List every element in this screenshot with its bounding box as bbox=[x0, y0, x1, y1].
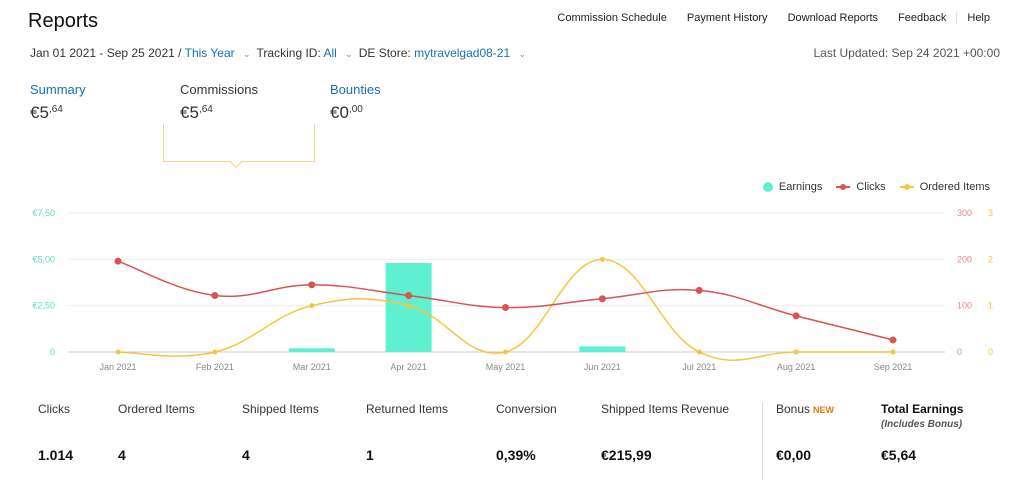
tab-commissions[interactable]: Commissions €5,64 bbox=[180, 82, 258, 123]
store-value: mytravelgad08-21 bbox=[414, 46, 511, 60]
stat-conversion: Conversion 0,39% bbox=[496, 402, 557, 463]
ordered-swatch bbox=[899, 183, 914, 191]
report-filters: Jan 01 2021 - Sep 25 2021 / This Year ⌄ … bbox=[30, 46, 532, 60]
y-right-clicks-tick: 0 bbox=[957, 347, 962, 357]
download-reports-link[interactable]: Download Reports bbox=[787, 12, 879, 24]
y-left-tick: €2,50 bbox=[32, 301, 55, 311]
earnings-bar bbox=[579, 346, 626, 352]
period-text: This Year bbox=[184, 46, 235, 60]
ordered-items-point bbox=[599, 256, 605, 262]
payment-history-link[interactable]: Payment History bbox=[686, 12, 768, 24]
tab-summary-label: Summary bbox=[30, 82, 86, 97]
y-right-clicks-tick: 100 bbox=[957, 301, 972, 311]
ordered-items-point bbox=[793, 349, 799, 355]
x-tick-label: Jun 2021 bbox=[584, 362, 621, 372]
last-updated: Last Updated: Sep 24 2021 +00:00 bbox=[813, 46, 1001, 60]
x-tick-label: Aug 2021 bbox=[777, 362, 816, 372]
date-range-text: Jan 01 2021 - Sep 25 2021 bbox=[30, 46, 175, 60]
x-tick-label: Mar 2021 bbox=[293, 362, 331, 372]
clicks-swatch bbox=[836, 183, 851, 191]
y-right-ordered-tick: 2 bbox=[988, 254, 993, 264]
stats-summary: Clicks 1.014 Ordered Items 4 Shipped Items… bbox=[0, 402, 1020, 487]
stats-divider bbox=[762, 402, 763, 480]
y-right-ordered-tick: 0 bbox=[988, 347, 993, 357]
bounties-amount: €0,00 bbox=[330, 103, 363, 122]
clicks-point bbox=[405, 291, 413, 299]
ordered-items-point bbox=[696, 349, 702, 355]
x-tick-label: Apr 2021 bbox=[390, 362, 427, 372]
y-left-tick: €5,00 bbox=[32, 254, 55, 264]
x-tick-label: May 2021 bbox=[486, 362, 526, 372]
ordered-items-point bbox=[503, 349, 508, 355]
x-tick-label: Sep 2021 bbox=[874, 362, 913, 372]
earnings-chart: €7,50 €5,00 €2,50 0 300 200 100 0 3 2 1 0 Jan 2021 Fe… bbox=[32, 208, 993, 372]
stat-total-earnings: Total Earnings (Includes Bonus) €5,64 bbox=[881, 402, 964, 463]
help-link[interactable]: Help bbox=[956, 12, 1000, 24]
feedback-link[interactable]: Feedback bbox=[898, 12, 947, 24]
page-title: Reports bbox=[28, 10, 99, 32]
tab-commissions-label: Commissions bbox=[180, 82, 259, 97]
summary-amount: €5,64 bbox=[30, 103, 63, 122]
commissions-amount: €5,64 bbox=[180, 103, 213, 122]
tracking-id-label: Tracking ID: bbox=[256, 46, 321, 60]
stat-returned-items: Returned Items 1 bbox=[366, 402, 449, 463]
y-left-tick: 0 bbox=[50, 347, 55, 357]
tab-summary[interactable]: Summary €5,64 bbox=[30, 82, 86, 123]
clicks-point bbox=[114, 257, 122, 265]
top-navigation: Commission Schedule Payment History Down… bbox=[547, 12, 1000, 24]
chevron-down-icon: ⌄ bbox=[345, 49, 353, 59]
new-badge: NEW bbox=[813, 405, 835, 415]
tracking-id-dropdown[interactable]: Tracking ID: All ⌄ bbox=[257, 46, 359, 60]
date-range-slash: / bbox=[178, 46, 182, 60]
x-tick-label: Feb 2021 bbox=[196, 362, 234, 372]
ordered-items-point bbox=[890, 349, 896, 355]
tab-bounties-label: Bounties bbox=[330, 82, 381, 97]
chevron-down-icon: ⌄ bbox=[243, 49, 251, 59]
stat-clicks: Clicks 1.014 bbox=[38, 402, 74, 463]
clicks-point bbox=[695, 286, 703, 294]
tracking-id-value: All bbox=[323, 46, 337, 60]
ordered-items-line bbox=[117, 258, 893, 361]
y-right-ordered-tick: 1 bbox=[988, 301, 993, 311]
ordered-items-point bbox=[406, 303, 412, 309]
clicks-line bbox=[117, 260, 894, 341]
clicks-point bbox=[889, 336, 897, 344]
y-left-tick: €7,50 bbox=[32, 208, 55, 218]
legend-ordered-items[interactable]: Ordered Items bbox=[899, 181, 990, 193]
stat-bonus: Bonus NEW €0,00 bbox=[776, 402, 835, 463]
x-tick-label: Jan 2021 bbox=[99, 362, 136, 372]
ordered-items-point bbox=[309, 303, 315, 309]
stat-ordered-items: Ordered Items 4 bbox=[118, 402, 195, 463]
store-label: DE Store: bbox=[358, 46, 411, 60]
store-dropdown[interactable]: DE Store: mytravelgad08-21 ⌄ bbox=[359, 46, 532, 60]
chevron-down-icon: ⌄ bbox=[518, 49, 527, 59]
commission-schedule-link[interactable]: Commission Schedule bbox=[557, 12, 667, 24]
clicks-point bbox=[792, 312, 800, 320]
y-right-ordered-tick: 3 bbox=[988, 208, 993, 218]
legend-earnings[interactable]: Earnings bbox=[762, 181, 822, 193]
x-tick-label: Jul 2021 bbox=[682, 362, 716, 372]
clicks-point bbox=[502, 304, 509, 312]
y-right-clicks-tick: 200 bbox=[957, 254, 972, 264]
clicks-point bbox=[211, 291, 219, 299]
legend-clicks[interactable]: Clicks bbox=[836, 181, 886, 193]
ordered-items-point bbox=[212, 349, 218, 355]
clicks-point bbox=[308, 281, 316, 289]
stat-shipped-items: Shipped Items 4 bbox=[242, 402, 319, 463]
earnings-bar bbox=[288, 348, 335, 352]
ordered-items-point bbox=[115, 349, 121, 355]
chart-legend: Earnings Clicks Ordered Items bbox=[749, 181, 990, 193]
tab-bounties[interactable]: Bounties €0,00 bbox=[330, 82, 381, 123]
stat-shipped-revenue: Shipped Items Revenue €215,99 bbox=[601, 402, 730, 463]
date-range-dropdown[interactable]: Jan 01 2021 - Sep 25 2021 / This Year ⌄ bbox=[30, 46, 257, 60]
clicks-point bbox=[598, 295, 606, 303]
y-right-clicks-tick: 300 bbox=[957, 208, 972, 218]
earnings-swatch bbox=[762, 182, 773, 192]
